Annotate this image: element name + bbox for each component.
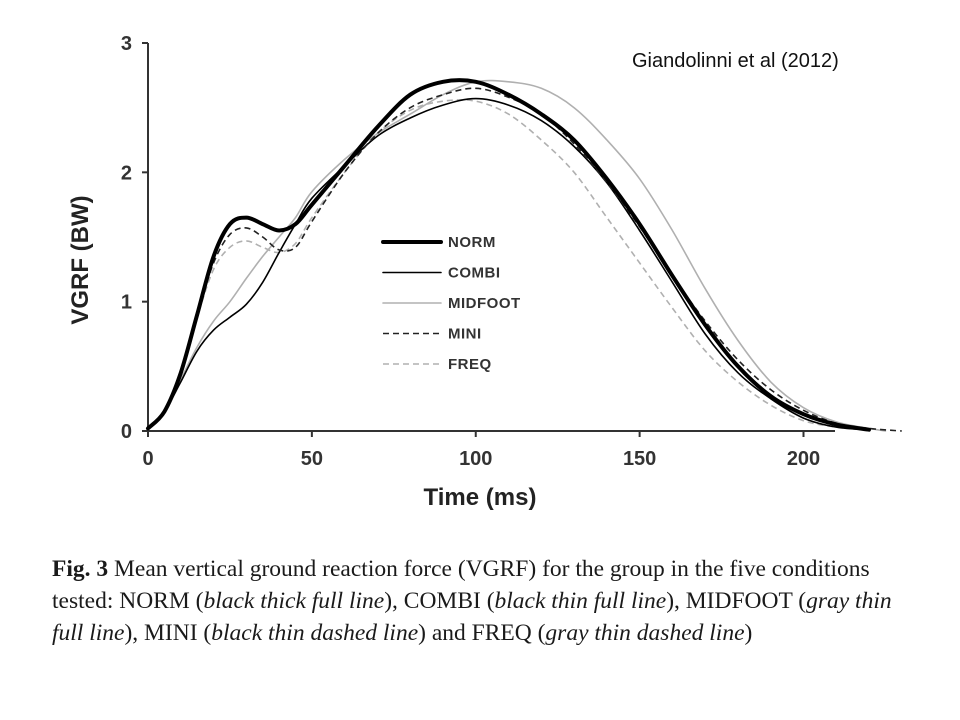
caption-segment: gray thin full line: [52, 588, 892, 646]
x-axis-title: Time (ms): [424, 484, 537, 511]
legend-label-mini: MINI: [448, 326, 482, 343]
caption-segment: ), MIDFOOT (: [666, 588, 807, 614]
caption-segment: gray thin dashed line: [545, 620, 745, 646]
chart-legend: NORM COMBI MIDFOOT MINI FREQ: [381, 234, 521, 373]
caption-segment: ), COMBI (: [384, 588, 495, 614]
series-line-freq: [147, 99, 870, 431]
x-tick-label: 150: [623, 448, 656, 470]
x-tick-label: 50: [301, 448, 323, 470]
legend-label-midfoot: MIDFOOT: [448, 295, 521, 312]
citation-text: Giandolinni et al (2012): [632, 50, 839, 72]
y-tick-label: 0: [121, 421, 132, 443]
legend-label-combi: COMBI: [448, 265, 501, 282]
caption-segment: ): [744, 620, 753, 646]
x-tick-label: 0: [142, 448, 153, 470]
figure-label: Fig. 3: [52, 556, 109, 582]
series-line-norm: [146, 78, 871, 432]
series-line-combi: [147, 97, 870, 431]
y-tick-label: 2: [121, 162, 132, 184]
legend-label-norm: NORM: [448, 234, 496, 251]
caption-segment: black thick full line: [203, 588, 385, 614]
chart-axes: [142, 42, 835, 437]
x-tick-label: 200: [787, 448, 820, 470]
tick-labels: 0 1 2 3 0 50 100 150 200: [121, 33, 820, 470]
x-tick-label: 100: [459, 448, 492, 470]
caption-body: Mean vertical ground reaction force (VGR…: [52, 556, 892, 646]
series-lines: [146, 78, 902, 432]
y-axis-title: VGRF (BW): [67, 195, 94, 324]
figure-caption: Fig. 3 Mean vertical ground reaction for…: [52, 553, 902, 649]
caption-segment: ), MINI (: [124, 620, 212, 646]
legend-label-freq: FREQ: [448, 356, 492, 373]
caption-segment: Mean vertical ground reaction force (VGR…: [52, 556, 870, 614]
y-tick-label: 1: [121, 292, 132, 314]
caption-segment: black thin full line: [494, 588, 667, 614]
caption-segment: black thin dashed line: [211, 620, 419, 646]
caption-segment: ) and FREQ (: [418, 620, 546, 646]
series-line-mini: [147, 87, 902, 432]
y-tick-label: 3: [121, 33, 132, 55]
series-line-midfoot: [147, 79, 887, 432]
